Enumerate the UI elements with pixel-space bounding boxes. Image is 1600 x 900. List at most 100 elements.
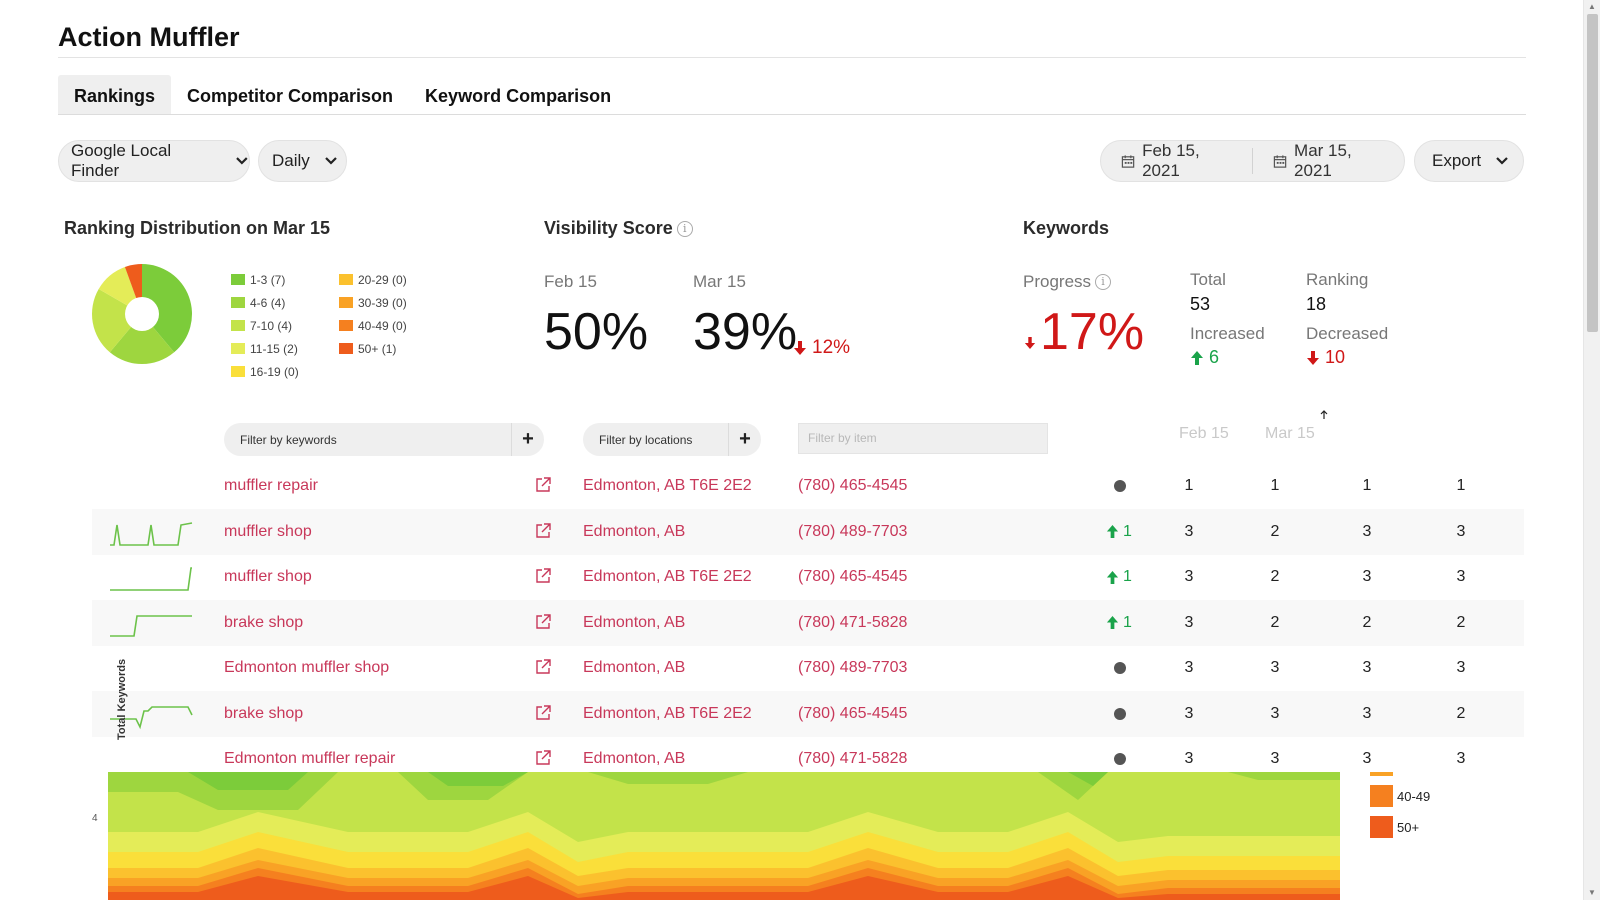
rank-value: 1 [1362,477,1372,494]
area-legend-swatch [1370,785,1393,807]
phone-text: (780) 489-7703 [798,659,908,676]
external-link-icon[interactable] [534,613,552,631]
legend-label: 11-15 [250,341,280,356]
legend-count: (4) [270,295,286,310]
legend-swatch [231,366,245,377]
page-title: Action Muffler [58,22,240,52]
arrow-down-icon [1024,337,1036,349]
no-change-dot [1114,707,1126,720]
page-scrollbar[interactable]: ▲ ▼ [1583,0,1600,900]
keyword-link[interactable]: Edmonton muffler repair [224,750,396,767]
keyword-link[interactable]: Edmonton muffler shop [224,659,390,676]
interval-dropdown[interactable]: Daily [258,140,347,182]
title-divider [58,57,1526,58]
column-header-mar[interactable]: Mar 15 [1265,425,1315,442]
add-location-filter-button[interactable]: + [728,423,761,456]
tab-keyword-comparison[interactable]: Keyword Comparison [425,86,612,106]
keywords-title: Keywords [1023,218,1110,238]
rank-value: 3 [1456,522,1466,540]
legend-label: 7-10 [250,318,275,333]
rank-value: 2 [1456,613,1466,631]
legend-count: (0) [284,364,299,379]
rank-value: 3 [1362,659,1372,676]
visibility-to-value: 39% [693,303,798,361]
info-icon[interactable]: i [676,221,693,237]
tab-rankings[interactable]: Rankings [58,75,172,115]
total-value: 53 [1190,294,1211,314]
legend-count: (4) [277,318,293,333]
legend-count: (0) [392,295,407,310]
rank-change-value: 1 [1123,613,1132,631]
source-dropdown[interactable]: Google Local Finder [58,140,250,182]
date-from-picker[interactable]: Feb 15, 2021 [1101,141,1252,181]
area-legend-swatch [1370,816,1393,838]
arrow-up-icon [1106,525,1119,538]
legend-swatch [339,343,353,354]
scroll-down-icon[interactable]: ▼ [1588,888,1596,897]
location-text: Edmonton, AB [583,750,686,767]
arrow-down-icon [1307,350,1319,365]
add-keyword-filter-button[interactable]: + [511,423,544,456]
no-change-dot [1114,480,1126,492]
legend-swatch [339,274,353,285]
external-link-icon[interactable] [534,567,552,585]
legend-count: (2) [283,341,298,356]
ranking-label: Ranking [1306,270,1369,289]
info-icon[interactable]: i [1095,274,1112,290]
keyword-link[interactable]: brake shop [224,704,304,722]
rank-value: 3 [1184,750,1194,767]
visibility-change: 12% [793,337,850,359]
date-to-picker[interactable]: Mar 15, 2021 [1253,141,1404,181]
keyword-link[interactable]: muffler shop [224,522,312,540]
item-filter-input[interactable]: Filter by item [798,423,1048,454]
table-row: brake shop Edmonton, AB T6E 2E2 (780) 465-… [92,690,1524,737]
location-filter-input[interactable]: Filter by locations [583,423,728,456]
external-link-icon[interactable] [534,704,552,722]
rank-change: 1 [1106,554,1132,600]
legend-count: (1) [381,341,397,356]
increased-value-text: 6 [1209,347,1220,367]
area-y-tick: 4 [92,813,98,824]
keyword-link[interactable]: brake shop [224,613,304,631]
sort-arrow-icon[interactable] [1320,410,1328,420]
donut-slice-4-6 [109,314,175,364]
rank-value: 1 [1456,477,1466,494]
area-legend-label: 40-49 [1397,788,1431,804]
legend-label: 1-3 [250,272,268,287]
external-link-icon[interactable] [534,749,552,767]
visibility-from-value: 50% [544,303,649,361]
table-row: muffler shop Edmonton, AB T6E 2E2 (780) 46… [92,554,1524,600]
arrow-up-icon [1191,350,1203,365]
legend-label: 4-6 [250,295,268,310]
legend-label: 50+ [358,341,379,356]
scroll-thumb[interactable] [1587,14,1598,332]
distribution-donut [92,264,192,364]
date-separator [1252,148,1253,174]
keyword-filter-input[interactable]: Filter by keywords [224,423,511,456]
legend-label: 30-39 [358,295,389,310]
area-legend-label: 50+ [1397,819,1420,835]
ranking-value: 18 [1306,294,1327,314]
export-label: Export [1432,151,1482,170]
external-link-icon[interactable] [534,658,552,676]
legend-swatch [339,297,353,308]
export-button[interactable]: Export [1414,140,1524,182]
arrow-up-icon [1106,616,1119,629]
external-link-icon[interactable] [534,522,552,540]
visibility-change-value: 12% [812,337,851,358]
increased-value: 6 [1190,347,1219,368]
external-link-icon[interactable] [534,476,552,494]
date-to-label: Mar 15, 2021 [1294,141,1352,180]
ranking-area-chart [108,772,1340,900]
keyword-link[interactable]: muffler repair [224,477,318,494]
progress-value: 17% [1024,302,1144,362]
scroll-up-icon[interactable]: ▲ [1588,2,1596,11]
progress-value-text: 17% [1040,303,1145,361]
rank-value: 2 [1362,613,1372,631]
tab-competitor-comparison[interactable]: Competitor Comparison [187,86,394,106]
rank-value: 3 [1456,659,1466,676]
rank-value: 3 [1184,613,1194,631]
rank-value: 3 [1456,750,1466,767]
column-header-feb[interactable]: Feb 15 [1179,425,1229,442]
keyword-link[interactable]: muffler shop [224,568,312,585]
